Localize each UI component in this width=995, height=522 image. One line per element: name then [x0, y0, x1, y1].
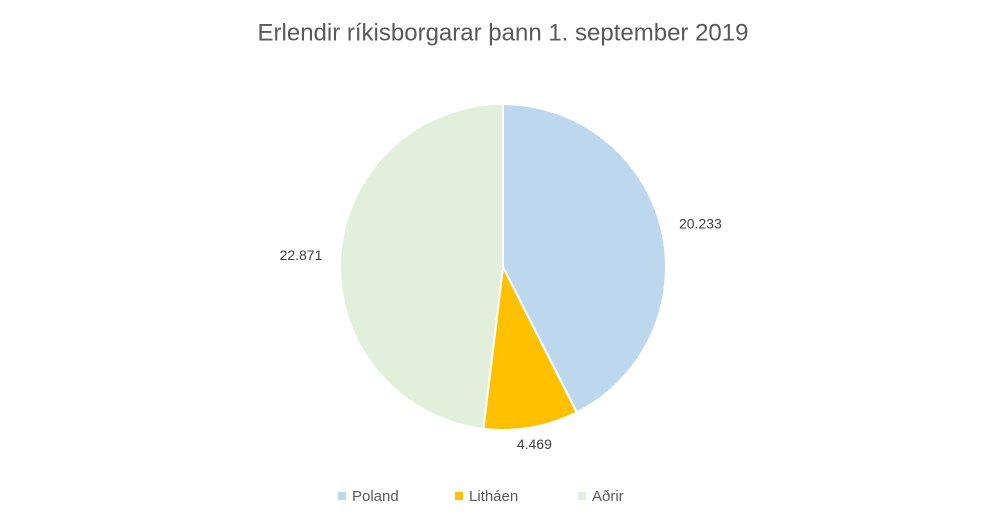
data-label: 20.233 [679, 216, 722, 232]
pie-slice [482, 263, 579, 431]
legend-label: Aðrir [592, 488, 624, 505]
legend-marker [578, 492, 586, 500]
chart-title: Erlendir ríkisborgarar þann 1. september… [258, 19, 749, 46]
legend-marker [455, 492, 463, 500]
data-label: 4.469 [517, 436, 552, 452]
pie-slice [339, 102, 504, 430]
legend-label: Litháen [469, 488, 518, 505]
pie-slice [502, 102, 667, 414]
data-label: 22.871 [280, 247, 323, 263]
legend-label: Poland [352, 488, 399, 505]
legend-marker [338, 492, 346, 500]
